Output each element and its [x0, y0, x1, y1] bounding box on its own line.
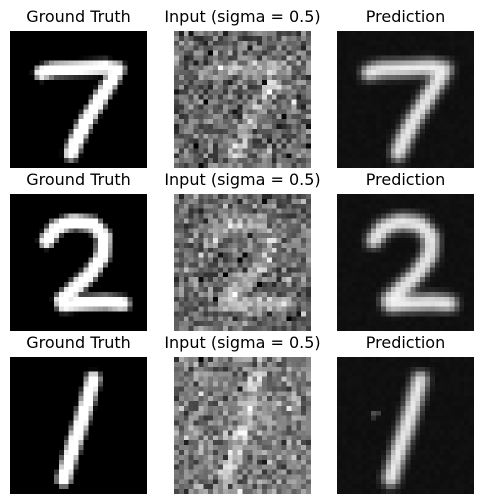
panel-title: Ground Truth — [26, 170, 131, 189]
panel-row2-ground-truth: Ground Truth — [10, 170, 147, 331]
digit-image-ground-truth — [10, 357, 147, 494]
digit-image-prediction — [337, 194, 474, 331]
digit-image-noisy-input — [174, 194, 311, 331]
panel-row3-ground-truth: Ground Truth — [10, 333, 147, 494]
digit-image-noisy-input — [174, 357, 311, 494]
digit-image-ground-truth — [10, 194, 147, 331]
panel-row1-input: Input (sigma = 0.5) — [164, 7, 321, 168]
panel-title: Prediction — [365, 333, 446, 352]
panel-row1-prediction: Prediction — [337, 7, 474, 168]
panel-title: Prediction — [365, 170, 446, 189]
panel-row2-input: Input (sigma = 0.5) — [164, 170, 321, 331]
panel-row1-ground-truth: Ground Truth — [10, 7, 147, 168]
panel-row3-prediction: Prediction — [337, 333, 474, 494]
panel-title: Input (sigma = 0.5) — [164, 333, 321, 352]
digit-image-prediction — [337, 31, 474, 168]
panel-row3-input: Input (sigma = 0.5) — [164, 333, 321, 494]
panel-title: Prediction — [365, 7, 446, 26]
digit-image-prediction — [337, 357, 474, 494]
panel-row2-prediction: Prediction — [337, 170, 474, 331]
panel-title: Ground Truth — [26, 7, 131, 26]
digit-image-ground-truth — [10, 31, 147, 168]
panel-title: Input (sigma = 0.5) — [164, 7, 321, 26]
panel-title: Ground Truth — [26, 333, 131, 352]
digit-image-noisy-input — [174, 31, 311, 168]
panel-title: Input (sigma = 0.5) — [164, 170, 321, 189]
